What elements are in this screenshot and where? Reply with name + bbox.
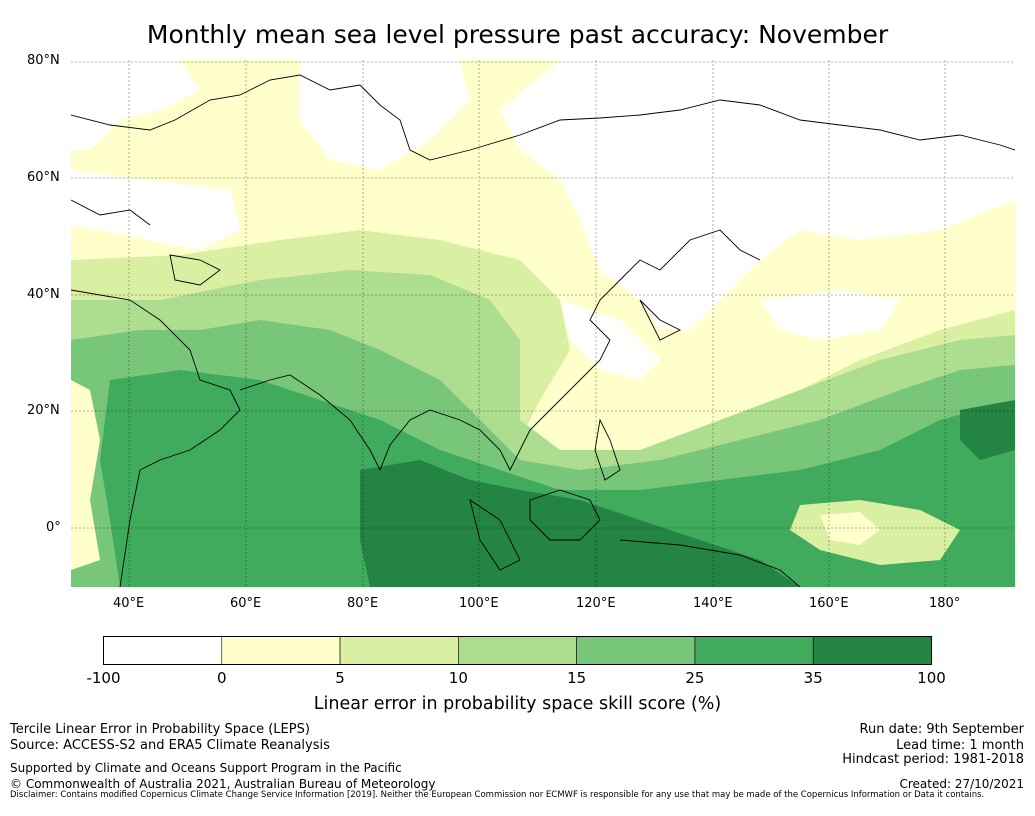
region-score-25-35 bbox=[100, 370, 1015, 587]
footer-source: Source: ACCESS-S2 and ERA5 Climate Reana… bbox=[10, 738, 330, 753]
colorbar-tick-label: 10 bbox=[448, 669, 468, 687]
colorbar-tick-label: 0 bbox=[217, 669, 227, 687]
lon-label-60e: 60°E bbox=[230, 596, 262, 611]
coastline bbox=[71, 74, 1015, 587]
region-score-0-5 bbox=[820, 512, 880, 545]
lat-label-40n: 40°N bbox=[27, 287, 60, 302]
colorbar-bin bbox=[339, 636, 459, 665]
lat-label-80n: 80°N bbox=[27, 53, 60, 68]
footer-copyright: © Commonwealth of Australia 2021, Austra… bbox=[10, 777, 436, 791]
region-score-below-0 bbox=[500, 60, 1015, 330]
lat-label-60n: 60°N bbox=[27, 170, 60, 185]
lon-label-80e: 80°E bbox=[347, 596, 379, 611]
region-score-35-100 bbox=[960, 400, 1015, 460]
colorbar-bin bbox=[221, 636, 341, 665]
colorbar-tick-label: 100 bbox=[917, 669, 946, 687]
skill-score-map bbox=[71, 60, 1015, 587]
lon-label-120e: 120°E bbox=[576, 596, 616, 611]
colorbar-tick-label: 5 bbox=[335, 669, 345, 687]
lat-label-20n: 20°N bbox=[27, 403, 60, 418]
colorbar-bin bbox=[458, 636, 577, 665]
colorbar-bin bbox=[576, 636, 696, 665]
colorbar-bin bbox=[812, 636, 932, 665]
lon-label-160e: 160°E bbox=[809, 596, 849, 611]
created-date: Created: 27/10/2021 bbox=[899, 777, 1024, 791]
footer-method: Tercile Linear Error in Probability Spac… bbox=[10, 722, 310, 737]
disclaimer: Disclaimer: Contains modified Copernicus… bbox=[10, 790, 985, 800]
map-title: Monthly mean sea level pressure past acc… bbox=[146, 20, 889, 49]
footer-support: Supported by Climate and Oceans Support … bbox=[10, 761, 402, 775]
lon-label-180: 180° bbox=[929, 596, 961, 611]
region-score-below-0 bbox=[71, 170, 240, 250]
region-score-below-0 bbox=[71, 60, 200, 150]
region-score-below-0 bbox=[760, 290, 900, 340]
hindcast-period: Hindcast period: 1981-2018 bbox=[842, 752, 1024, 767]
lon-label-40e: 40°E bbox=[113, 596, 145, 611]
colorbar-tick-label: 35 bbox=[803, 669, 823, 687]
colorbar-bin bbox=[103, 636, 223, 665]
colorbar-tick-label: 15 bbox=[567, 669, 587, 687]
region-score-35-100 bbox=[360, 460, 800, 587]
colorbar-bin bbox=[694, 636, 814, 665]
lat-label-0: 0° bbox=[46, 520, 61, 535]
graticule bbox=[71, 60, 1015, 587]
region-score-0-5 bbox=[71, 380, 100, 570]
colorbar-label: Linear error in probability space skill … bbox=[313, 694, 722, 714]
colorbar-tick-label: 25 bbox=[685, 669, 705, 687]
colorbar-tick-label: -100 bbox=[86, 669, 121, 687]
lon-label-140e: 140°E bbox=[693, 596, 733, 611]
lon-label-100e: 100°E bbox=[459, 596, 499, 611]
run-date: Run date: 9th September bbox=[859, 722, 1024, 737]
lead-time: Lead time: 1 month bbox=[896, 738, 1024, 753]
colorbar bbox=[103, 636, 932, 665]
